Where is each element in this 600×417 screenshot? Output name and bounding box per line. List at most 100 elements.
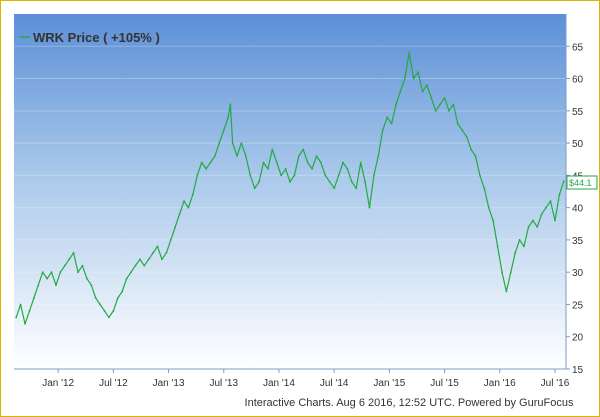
price-point: [342, 161, 344, 164]
price-point: [68, 258, 71, 261]
price-point: [456, 122, 459, 125]
price-point: [178, 213, 181, 216]
price-point: [540, 213, 543, 216]
price-point: [130, 271, 132, 274]
price-point: [426, 84, 428, 86]
price-point: [408, 51, 411, 54]
x-tick-label: Jul '13: [209, 378, 238, 389]
price-point: [324, 174, 327, 177]
price-point: [474, 155, 477, 157]
price-point: [99, 303, 101, 306]
price-point: [333, 187, 336, 190]
price-point: [395, 103, 397, 106]
price-point: [271, 148, 274, 151]
y-tick-label: 50: [572, 139, 584, 150]
x-tick-label: Jan '14: [263, 378, 295, 389]
y-tick-label: 20: [572, 333, 584, 344]
price-point: [302, 148, 305, 151]
y-axis: 1520253035404550556065: [565, 14, 584, 376]
price-point: [156, 245, 159, 248]
price-point: [328, 180, 331, 183]
price-point: [417, 71, 419, 73]
price-point: [430, 97, 433, 99]
price-point: [55, 284, 57, 286]
last-value-box: [566, 175, 598, 190]
price-point: [81, 264, 84, 267]
y-tick-label: 55: [572, 107, 584, 118]
price-point: [545, 206, 547, 209]
price-point: [562, 180, 565, 183]
price-point: [297, 155, 300, 157]
price-point: [368, 206, 371, 209]
price-point: [492, 219, 494, 222]
price-point: [253, 187, 256, 190]
price-point: [63, 264, 66, 267]
price-point: [169, 239, 172, 241]
price-point: [359, 161, 362, 164]
price-point: [152, 251, 155, 254]
price-point: [501, 271, 503, 274]
price-point: [229, 103, 232, 106]
price-point: [496, 245, 499, 248]
price-point: [284, 168, 287, 170]
y-tick-label: 30: [572, 268, 584, 279]
price-point: [94, 297, 97, 299]
price-point: [28, 310, 31, 312]
price-point: [337, 174, 340, 177]
price-point: [183, 200, 185, 203]
price-point: [231, 142, 234, 145]
price-point: [532, 219, 534, 222]
legend-label: WRK Price ( +105% ): [33, 30, 160, 45]
x-tick-label: Jul '16: [541, 378, 570, 389]
y-tick-label: 40: [572, 204, 584, 215]
last-value-label: $44.1: [569, 178, 592, 188]
price-point: [214, 155, 216, 157]
price-point: [554, 219, 556, 222]
price-point: [139, 258, 141, 261]
footer-credit: Interactive Charts. Aug 6 2016, 12:52 UT…: [245, 397, 574, 409]
price-point: [470, 148, 472, 151]
price-point: [275, 161, 278, 164]
price-point: [258, 180, 260, 183]
price-point: [134, 264, 137, 267]
price-point: [293, 174, 296, 177]
price-point: [390, 122, 393, 125]
price-point: [19, 303, 22, 306]
price-point: [37, 284, 40, 286]
price-point: [86, 277, 88, 280]
price-point: [403, 77, 406, 80]
y-tick-label: 25: [572, 300, 584, 311]
price-point: [509, 271, 512, 274]
price-point: [421, 90, 424, 93]
price-point: [72, 251, 75, 254]
price-point: [249, 174, 252, 177]
price-point: [514, 251, 517, 254]
x-tick-label: Jul '12: [99, 378, 128, 389]
x-tick-label: Jan '13: [153, 378, 185, 389]
price-point: [280, 174, 283, 177]
price-point: [448, 109, 450, 112]
x-tick-label: Jul '15: [430, 378, 459, 389]
price-point: [205, 168, 208, 170]
price-point: [77, 271, 79, 274]
price-point: [373, 174, 375, 177]
price-point: [174, 226, 177, 228]
price-point: [364, 180, 366, 183]
price-point: [121, 290, 124, 293]
price-point: [549, 200, 552, 203]
price-point: [443, 97, 446, 99]
price-point: [191, 193, 194, 196]
price-point: [267, 168, 269, 170]
price-point: [218, 142, 221, 145]
price-point: [518, 239, 521, 241]
legend[interactable]: WRK Price ( +105% ): [20, 30, 160, 45]
price-point: [187, 206, 190, 209]
price-point: [262, 161, 265, 164]
y-tick-label: 60: [572, 75, 584, 86]
price-point: [59, 271, 62, 274]
price-point: [50, 271, 53, 274]
plot-area: [14, 14, 566, 369]
price-point: [386, 116, 389, 119]
price-point: [227, 116, 230, 119]
